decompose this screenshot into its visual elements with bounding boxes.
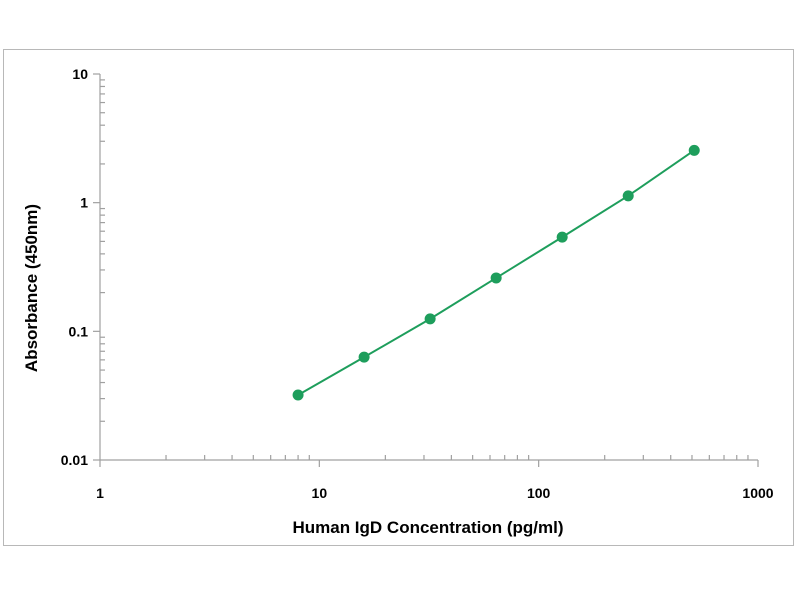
chart-frame [3,49,794,546]
x-tick-label: 100 [527,485,551,501]
data-point [556,231,568,243]
x-axis-title: Human IgD Concentration (pg/ml) [292,518,563,537]
data-point [358,351,370,363]
data-point [622,190,634,202]
x-tick-label: 1 [96,485,104,501]
series [292,144,700,401]
data-point [490,272,502,284]
tick-labels: 1 10 100 1000 10 1 0.1 0.01 [61,66,774,501]
y-tick-label: 0.01 [61,452,88,468]
y-tick-label: 10 [72,66,88,82]
y-axis-title: Absorbance (450nm) [22,204,41,372]
axes [93,73,759,467]
data-point [688,144,700,156]
y-tick-label: 0.1 [69,323,89,339]
data-point [424,313,436,325]
x-tick-label: 1000 [742,485,773,501]
y-tick-label: 1 [80,195,88,211]
data-point [292,389,304,401]
x-tick-label: 10 [312,485,328,501]
